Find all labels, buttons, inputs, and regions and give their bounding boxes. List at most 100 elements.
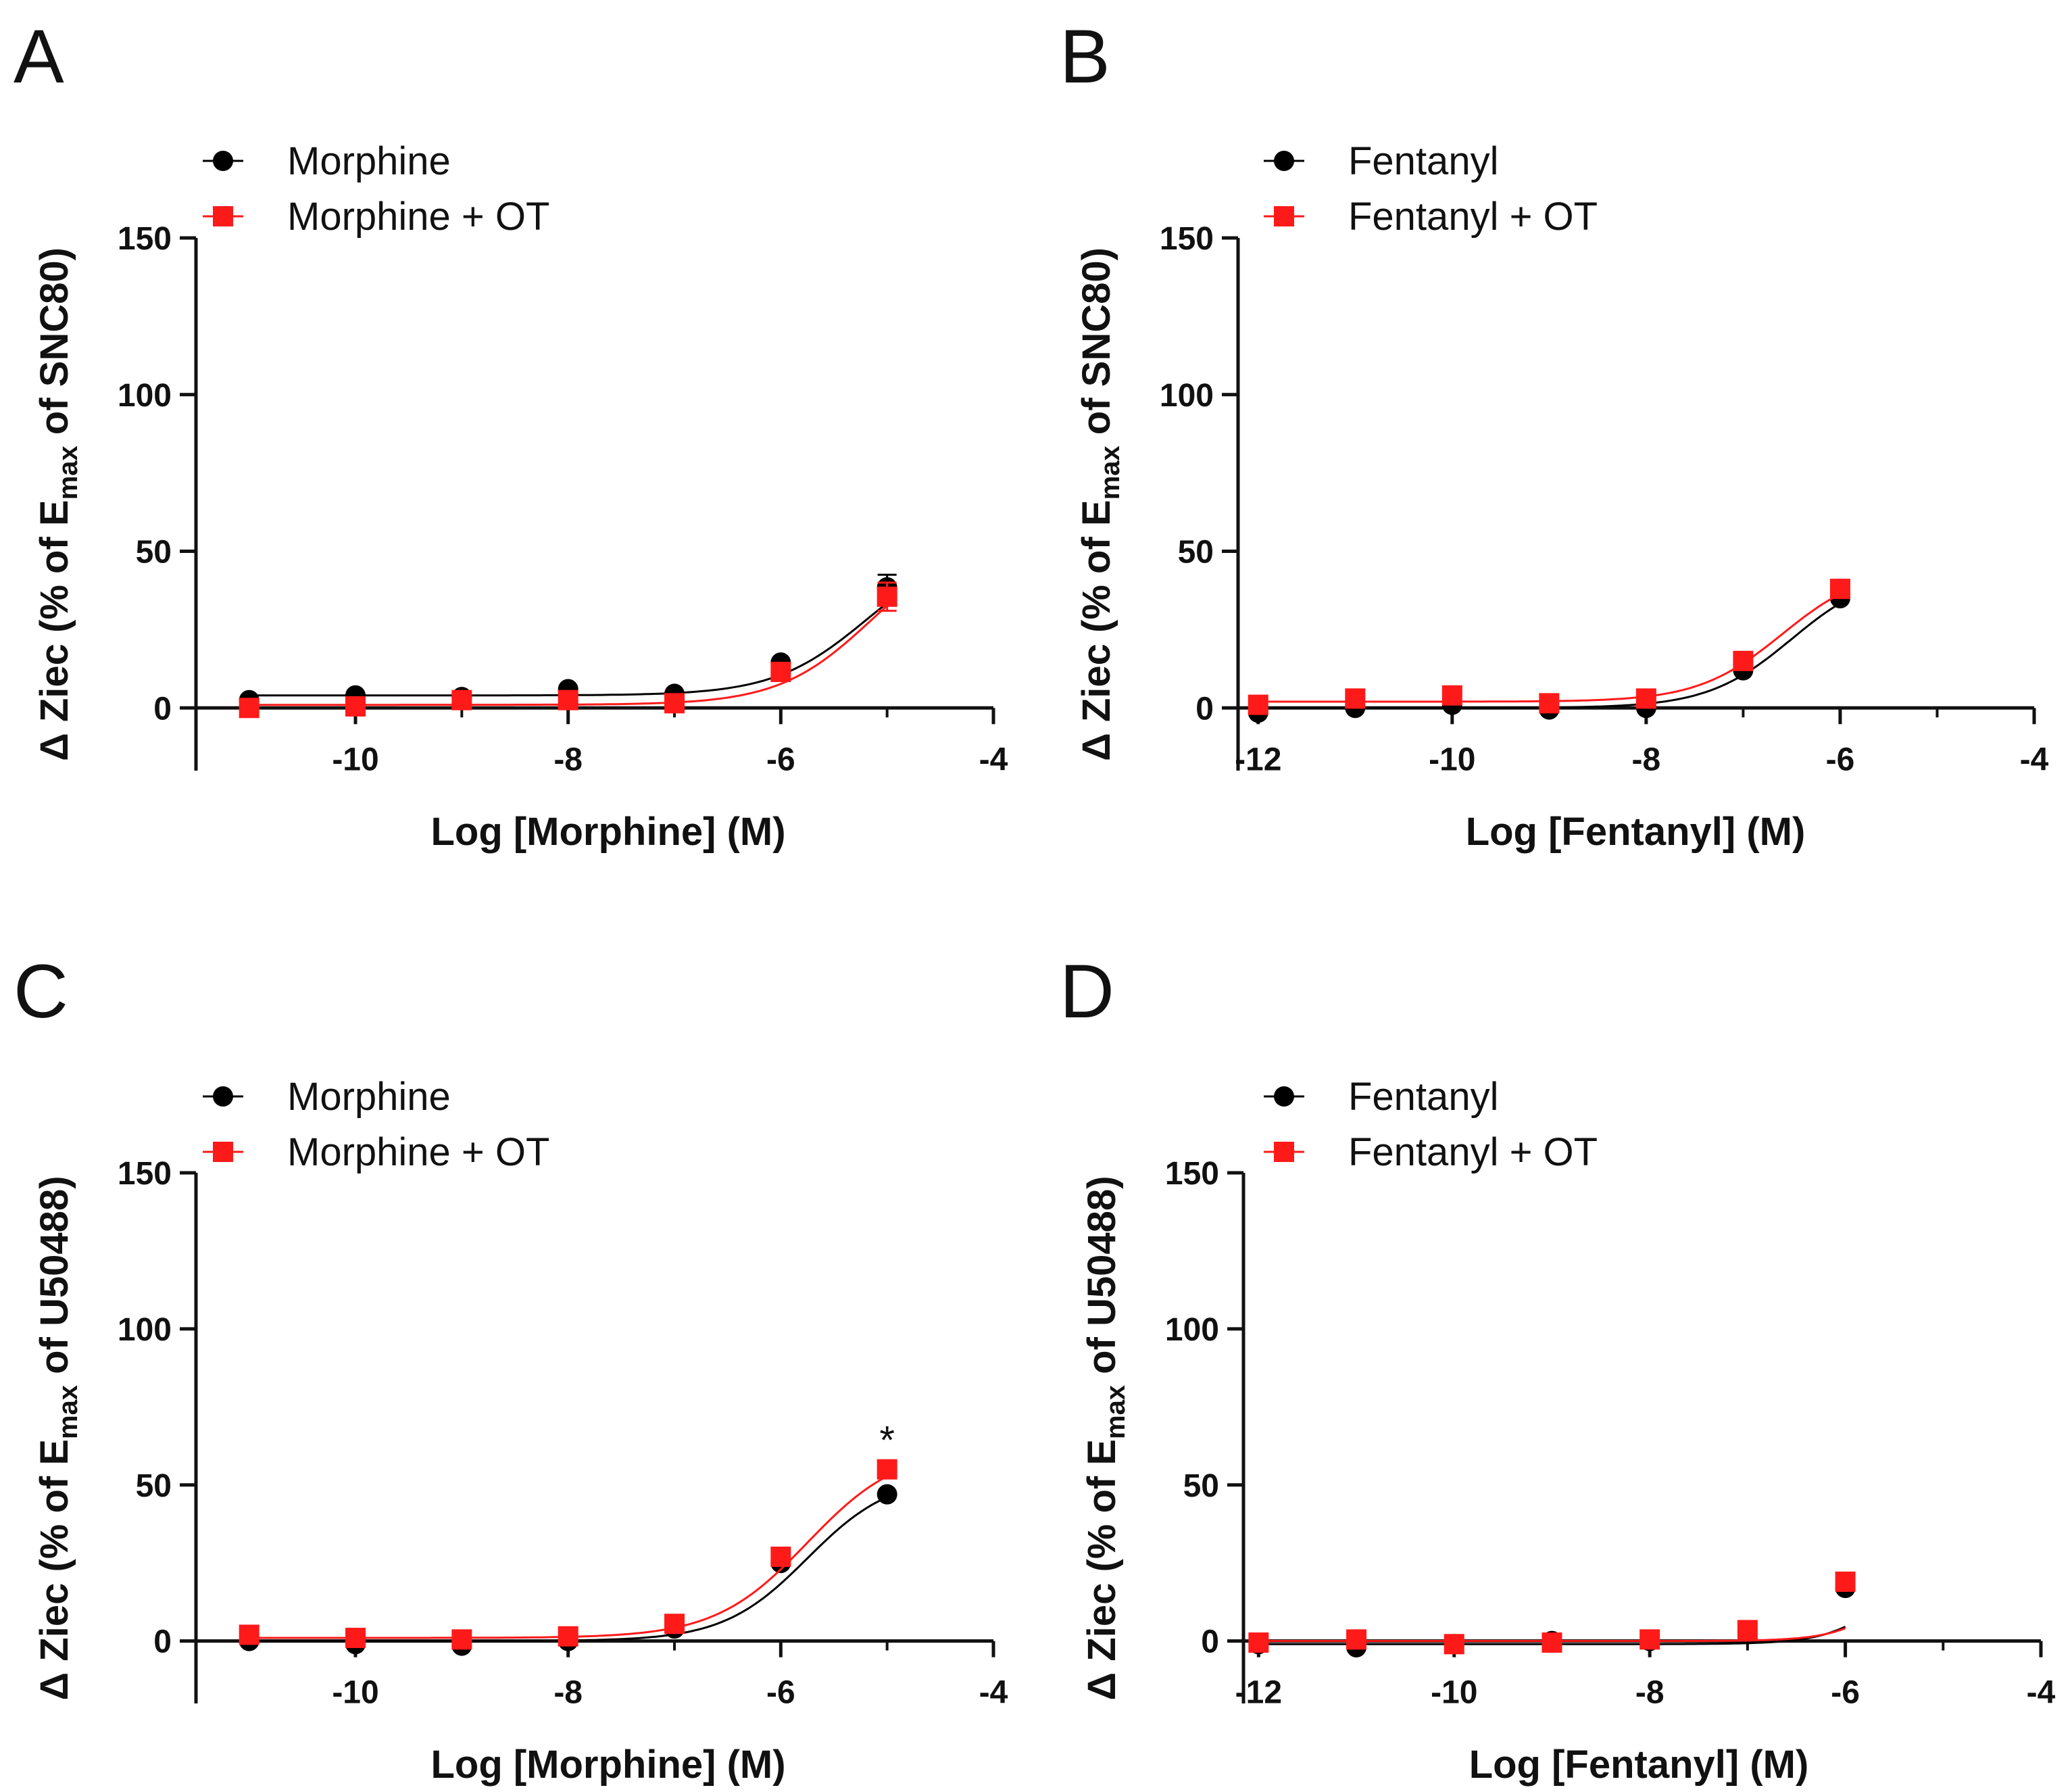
x-axis-title: Log [Fentanyl] (M) <box>1469 1743 1809 1787</box>
y-axis-title: Δ Ziec (% of Emax of U50488) <box>1080 1176 1131 1700</box>
data-point <box>1829 579 1850 600</box>
data-point <box>239 1624 260 1645</box>
legend-entry-black: Morphine <box>203 139 451 183</box>
data-point <box>1541 1632 1562 1653</box>
legend-entry-red: Fentanyl + OT <box>1264 1130 1598 1174</box>
panel-d-letter: D <box>1060 949 1114 1034</box>
x-axis-title: Log [Fentanyl] (M) <box>1466 810 1806 854</box>
series-black <box>239 573 897 710</box>
data-point <box>558 1626 578 1647</box>
x-tick-label: -6 <box>1831 1675 1860 1711</box>
x-tick-label: -6 <box>1826 742 1855 777</box>
legend-label: Fentanyl <box>1348 139 1498 183</box>
legend-label: Morphine <box>287 1075 451 1119</box>
legend-marker <box>1274 1142 1294 1162</box>
y-tick-label: 0 <box>1195 691 1214 727</box>
data-point <box>877 1484 897 1505</box>
legend-entry-red: Morphine + OT <box>203 195 549 239</box>
significance-marker: * <box>879 1419 895 1463</box>
legend-marker <box>1274 1086 1294 1107</box>
y-axis-title-main: Δ Ziec (% of E <box>1075 500 1118 761</box>
panel-a: A 0 50 100 150 -10 -8 -6 -4 Log [Morphine] (M) Δ … <box>14 14 1008 854</box>
data-point <box>1835 1571 1856 1592</box>
x-tick-label: -8 <box>1635 1675 1664 1711</box>
data-point <box>451 1629 472 1650</box>
y-tick-label: 150 <box>1165 1156 1219 1192</box>
x-tick-label: -12 <box>1235 742 1281 777</box>
panel-d: D 0 50 100 150 -12 -10 -8 -6 -4 Log [Fentanyl] (M… <box>1060 949 2056 1787</box>
x-tick-label: -6 <box>766 1675 795 1711</box>
legend-entry-red: Fentanyl + OT <box>1264 195 1598 239</box>
y-axis-title-subscript: max <box>53 1385 83 1439</box>
x-tick-label: -4 <box>2020 742 2049 777</box>
fit-curve <box>249 1475 888 1639</box>
legend-marker <box>1274 206 1294 226</box>
data-point <box>1444 1634 1464 1655</box>
y-tick-label: 0 <box>1201 1624 1219 1660</box>
data-point <box>1248 694 1268 715</box>
legend-marker <box>1274 151 1294 171</box>
series-red <box>1248 1571 1856 1655</box>
series-red <box>239 1459 897 1650</box>
y-tick-label: 100 <box>1165 1312 1219 1348</box>
legend-label: Fentanyl + OT <box>1348 195 1598 239</box>
y-axis-title-main: Δ Ziec (% of E <box>32 1439 76 1701</box>
legend-label: Fentanyl + OT <box>1348 1130 1598 1174</box>
legend-entry-black: Morphine <box>203 1075 451 1119</box>
y-tick-label: 100 <box>118 1312 172 1348</box>
x-tick-label: -4 <box>2027 1675 2056 1711</box>
y-axis-title-tail: of U50488) <box>32 1176 76 1384</box>
data-point <box>1345 688 1366 709</box>
data-point <box>664 693 685 714</box>
fit-curve <box>1258 593 1841 703</box>
x-axis-title: Log [Morphine] (M) <box>430 1743 785 1787</box>
legend-label: Morphine <box>287 139 451 183</box>
panel-c-letter: C <box>14 949 68 1034</box>
x-tick-label: -10 <box>1429 742 1475 777</box>
y-axis-title-subscript: max <box>53 445 83 500</box>
y-axis-title-main: Δ Ziec (% of E <box>32 500 76 761</box>
data-point <box>1635 688 1656 709</box>
series-red <box>239 581 897 719</box>
x-tick-label: -8 <box>553 1675 583 1711</box>
data-point <box>558 689 578 710</box>
fit-curve <box>249 1496 888 1643</box>
y-tick-label: 150 <box>1160 221 1214 257</box>
y-tick-label: 0 <box>153 691 172 727</box>
data-point <box>1639 1629 1660 1650</box>
legend-marker <box>213 1086 233 1107</box>
data-point <box>345 1628 366 1649</box>
data-point <box>770 661 791 682</box>
x-tick-label: -12 <box>1235 1675 1282 1711</box>
y-axis-title: Δ Ziec (% of Emax of U50488) <box>32 1176 83 1700</box>
data-point <box>239 698 260 719</box>
legend-entry-red: Morphine + OT <box>203 1130 549 1174</box>
data-point <box>770 1546 791 1567</box>
panel-c: C 0 50 100 150 -10 -8 -6 -4 Log [Morphine] (M) Δ … <box>14 949 1008 1787</box>
x-tick-label: -8 <box>553 742 583 777</box>
y-tick-label: 50 <box>136 535 172 571</box>
data-point <box>451 689 472 710</box>
y-tick-label: 100 <box>118 378 172 414</box>
y-axis-title-tail: of SNC80) <box>1075 247 1118 445</box>
data-point <box>1248 1632 1269 1653</box>
data-point <box>664 1614 685 1634</box>
legend-label: Fentanyl <box>1348 1075 1498 1119</box>
data-point <box>877 1459 897 1480</box>
legend-marker <box>213 151 233 171</box>
data-point <box>1346 1629 1367 1650</box>
x-tick-label: -4 <box>979 1675 1008 1711</box>
y-axis-title-tail: of SNC80) <box>32 247 76 445</box>
y-tick-label: 50 <box>1183 1468 1219 1504</box>
panel-b-letter: B <box>1060 14 1110 99</box>
x-tick-label: -6 <box>766 742 795 777</box>
data-point <box>877 586 897 607</box>
legend-entry-black: Fentanyl <box>1264 139 1498 183</box>
x-tick-label: -8 <box>1632 742 1661 777</box>
y-axis-title-subscript: max <box>1101 1385 1131 1439</box>
y-tick-label: 150 <box>118 1156 172 1192</box>
legend-label: Morphine + OT <box>287 195 549 239</box>
y-tick-label: 50 <box>136 1468 172 1504</box>
data-point <box>1539 693 1560 714</box>
